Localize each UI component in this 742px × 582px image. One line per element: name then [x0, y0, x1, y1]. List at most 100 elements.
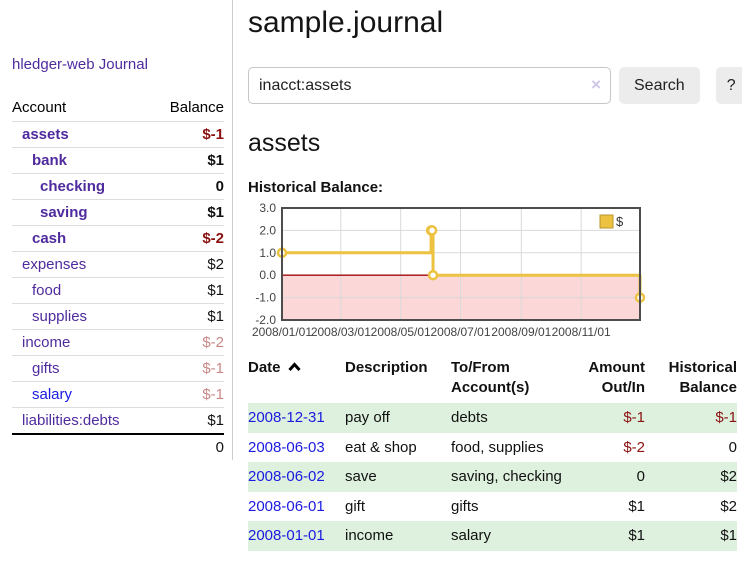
account-row: liabilities:debts $1	[12, 407, 224, 434]
register-date-link[interactable]: 2008-06-01	[248, 497, 325, 515]
x-tick-label: 2008/01/01	[252, 325, 312, 339]
account-row: supplies $1	[12, 303, 224, 330]
page-title: sample.journal	[248, 6, 444, 39]
register-row: 2008-06-03 eat & shop food, supplies $-2 0	[248, 433, 737, 463]
account-balance: $1	[152, 407, 224, 434]
y-tick-label: 0.0	[259, 268, 276, 282]
balance-column-header-register[interactable]: Historical Balance	[668, 359, 737, 396]
help-button[interactable]: ?	[715, 67, 742, 104]
sort-asc-icon	[287, 358, 301, 378]
chart-point	[427, 269, 439, 281]
register-description: eat & shop	[345, 438, 417, 456]
accounts-table-header: Account Balance	[12, 95, 224, 122]
chart-point	[426, 225, 438, 236]
sidebar-account-link[interactable]: checking	[40, 178, 106, 195]
chart-title: Historical Balance:	[248, 179, 384, 196]
amount-column-header[interactable]: Amount Out/In	[588, 359, 645, 396]
sidebar-account-link[interactable]: supplies	[32, 308, 88, 325]
register-date-link[interactable]: 2008-06-02	[248, 468, 325, 485]
account-row: assets $-1	[12, 121, 224, 148]
accounts-total-row: 0	[12, 433, 224, 460]
sidebar-account-link[interactable]: gifts	[32, 360, 60, 377]
account-balance: 0	[152, 173, 224, 200]
search-input[interactable]	[248, 67, 611, 104]
account-balance: $-2	[152, 329, 224, 356]
register-balance: $1	[645, 521, 737, 551]
sidebar-account-link[interactable]: cash	[32, 230, 67, 247]
account-row: income $-2	[12, 329, 224, 356]
register-accounts: saving, checking	[451, 462, 567, 492]
app-title-link[interactable]: hledger-web	[12, 56, 95, 73]
y-tick-label: -1.0	[255, 291, 276, 305]
y-tick-label: 3.0	[259, 202, 276, 215]
accounts-total-balance: 0	[152, 433, 224, 460]
register-date-link[interactable]: 2008-12-31	[248, 409, 325, 426]
sidebar-account-link[interactable]: income	[22, 334, 71, 351]
account-row: cash $-2	[12, 225, 224, 252]
accounts-total-spacer	[12, 433, 153, 460]
register-description: gift	[345, 497, 366, 515]
register-balance: $2	[720, 497, 737, 515]
x-tick-label: 2008/05/01	[371, 325, 431, 339]
register-amount: 0	[567, 462, 645, 492]
register-row: 2008-01-01 income salary $1 $1	[248, 521, 737, 551]
chart-border	[281, 207, 641, 321]
account-balance: $-1	[152, 381, 224, 408]
balance-column-header: Balance	[169, 99, 224, 116]
y-tick-label: 2.0	[259, 223, 276, 237]
register-accounts: gifts	[451, 497, 479, 515]
search-button[interactable]: Search	[619, 67, 700, 104]
register-accounts: debts	[451, 403, 567, 433]
register-balance: 0	[728, 438, 737, 456]
account-row: expenses $2	[12, 251, 224, 278]
register-description: save	[345, 462, 451, 492]
sidebar-account-link[interactable]: salary	[32, 386, 73, 403]
sidebar: hledger-web Journal Account Balance asse…	[0, 0, 233, 460]
date-column-header[interactable]: Date	[248, 354, 345, 403]
search-form: × Search ?	[248, 67, 742, 104]
register-accounts: food, supplies	[451, 438, 544, 456]
sidebar-item-journal[interactable]: Journal	[98, 56, 148, 73]
register-balance: $2	[645, 462, 737, 492]
sidebar-account-link[interactable]: assets	[22, 126, 69, 143]
accounts-column-header[interactable]: To/From Account(s)	[451, 359, 530, 396]
description-column-header[interactable]: Description	[345, 359, 428, 376]
account-section-title: assets	[248, 129, 321, 157]
register-date-link[interactable]: 2008-01-01	[248, 527, 325, 544]
account-row: saving $1	[12, 199, 224, 226]
clear-search-icon[interactable]: ×	[591, 75, 601, 94]
search-box: ×	[248, 67, 611, 104]
legend-label: $	[616, 214, 624, 229]
register-amount: $-2	[623, 438, 645, 456]
account-row: checking 0	[12, 173, 224, 200]
x-tick-label: 2008/03/01	[311, 325, 371, 339]
account-row: bank $1	[12, 147, 224, 174]
register-header-row: Date Description To/From Account(s) Amou…	[248, 354, 737, 403]
sidebar-account-link[interactable]: bank	[32, 152, 68, 169]
accounts-table: Account Balance assets $-1 bank $1 checking 0…	[12, 95, 224, 460]
register-balance: $-1	[645, 403, 737, 433]
x-tick-label: 2008/11/01	[552, 325, 611, 339]
register-row: 2008-12-31 pay off debts $-1 $-1	[248, 403, 737, 433]
account-balance: $1	[152, 147, 224, 174]
y-tick-label: -2.0	[255, 313, 276, 327]
sidebar-account-link[interactable]: liabilities:debts	[22, 412, 120, 429]
sidebar-account-link[interactable]: saving	[40, 204, 88, 221]
account-balance: $-1	[152, 121, 224, 148]
account-balance: $-2	[152, 225, 224, 252]
register-row: 2008-06-01 gift gifts $1 $2	[248, 492, 737, 522]
register-date-link[interactable]: 2008-06-03	[248, 438, 325, 456]
page: hledger-web Journal Account Balance asse…	[0, 0, 742, 551]
register-amount: $1	[628, 497, 645, 515]
account-balance: $1	[152, 303, 224, 330]
x-tick-label: 2008/07/01	[430, 325, 490, 339]
main-content: sample.journal × Search ? assets Histori…	[233, 0, 742, 551]
sidebar-account-link[interactable]: expenses	[22, 256, 87, 273]
register-table-body: 2008-12-31 pay off debts $-1 $-1 2008-06-03 ea…	[248, 403, 737, 551]
account-balance: $1	[152, 199, 224, 226]
register-accounts: salary	[451, 521, 567, 551]
legend-swatch	[599, 214, 614, 229]
sidebar-account-link[interactable]: food	[32, 282, 62, 299]
register-amount: $1	[567, 521, 645, 551]
historical-balance-chart[interactable]: $3.0 2.0 1.0 0.0 -1.0 -2.02008/01/012008/03/0…	[248, 202, 668, 342]
